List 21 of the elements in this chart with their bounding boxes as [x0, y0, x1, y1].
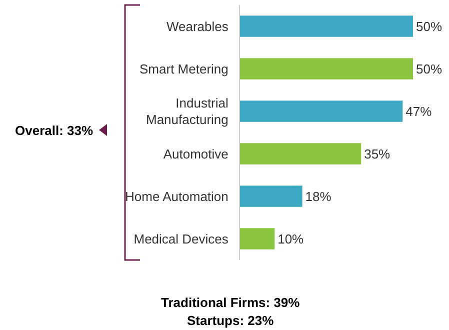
- data-label: 50%: [416, 18, 442, 34]
- text: Traditional Firms: 39%: [161, 295, 300, 310]
- bar: [240, 186, 302, 207]
- bar: [240, 58, 413, 80]
- bar: [240, 228, 275, 250]
- data-label: 35%: [364, 146, 391, 162]
- text: Startups: 23%: [187, 313, 274, 328]
- data-label: 10%: [278, 231, 304, 246]
- data-label: 18%: [305, 188, 332, 204]
- data-label: 50%: [416, 61, 442, 76]
- y-tick-label: Smart Metering: [140, 61, 228, 76]
- data-label: 47%: [406, 104, 432, 119]
- y-tick-label: Home Automation: [125, 188, 228, 204]
- bar: [240, 143, 362, 164]
- y-tick-label: Medical Devices: [134, 231, 229, 246]
- text: Overall: 33%: [15, 123, 94, 138]
- y-tick-label: Industrial Manufacturing: [146, 95, 229, 128]
- y-tick-label: Wearables: [166, 18, 229, 34]
- bar: [240, 100, 403, 122]
- bar: [240, 16, 413, 37]
- y-tick-label: Automotive: [163, 146, 228, 162]
